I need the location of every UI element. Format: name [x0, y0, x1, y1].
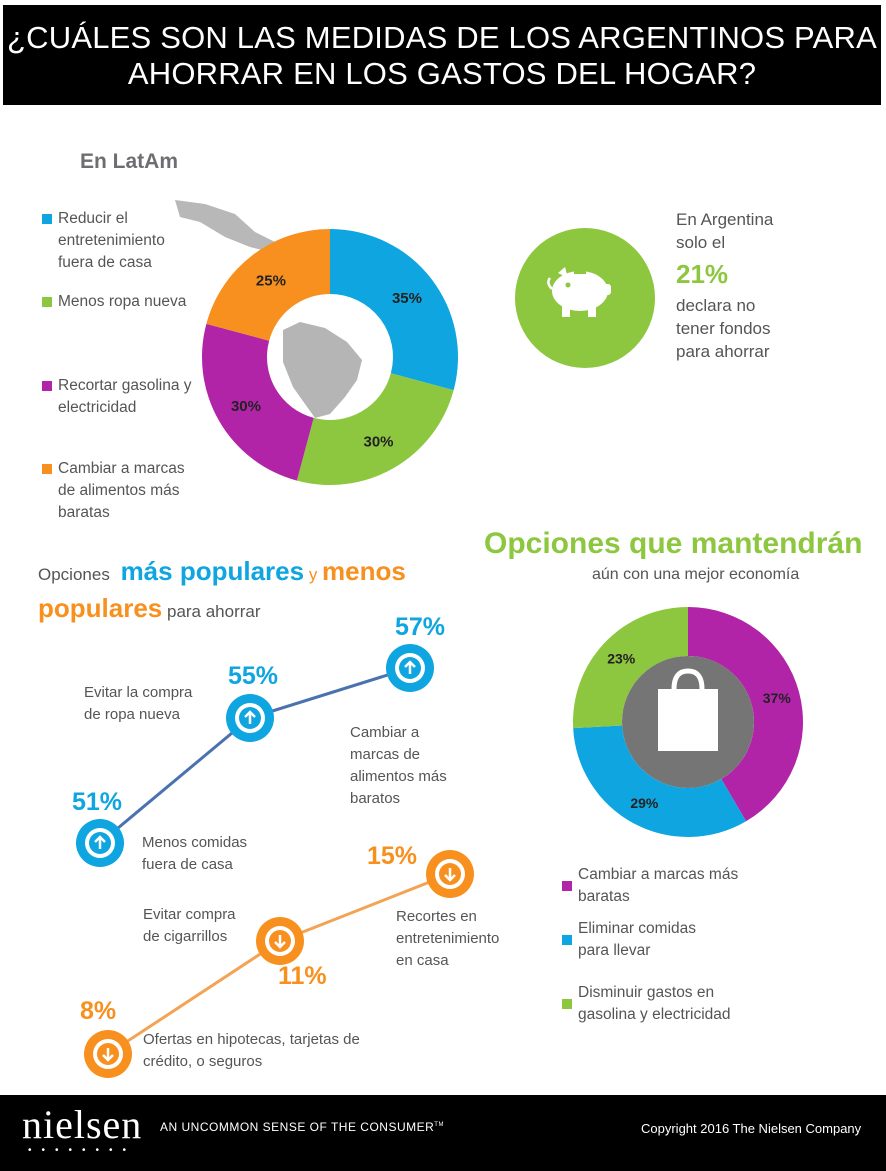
arrow-up-icon — [76, 819, 124, 867]
point-label-1-1: Menos comidas fuera de casa — [142, 834, 248, 873]
argentina-line-1: En Argentina — [676, 210, 774, 229]
shopping-bag-icon — [658, 668, 718, 751]
slice-label-2: 30% — [363, 433, 393, 450]
argentina-text: En Argentina solo el 21% declara no tene… — [676, 208, 773, 363]
point-value-1-1: 51% — [72, 788, 123, 816]
legend-label-2: Menos ropa nueva — [58, 293, 187, 310]
popular-word-y: y — [308, 565, 318, 584]
legend-label-2: Eliminar comidas para llevar — [578, 920, 697, 959]
slice-label-3: 30% — [231, 398, 261, 415]
popular-word-orange-2: populares — [38, 593, 163, 623]
donut-slice-2 — [573, 725, 747, 837]
slice-label-2: 29% — [630, 795, 659, 811]
legend-label-3: Disminuir gastos en gasolina y electricid… — [578, 984, 731, 1023]
popular-heading-2: populares para ahorrar — [38, 593, 261, 624]
slice-label-3: 23% — [607, 651, 636, 667]
popular-word-blue: más populares — [120, 556, 305, 586]
donut-slice-3 — [202, 323, 314, 481]
point-label-2-2: Evitar compra de cigarrillos — [143, 906, 236, 945]
legend-label-1: Cambiar a marcas más baratas — [578, 866, 739, 905]
popular-word-last: para ahorrar — [166, 602, 261, 621]
latam-donut-chart: 35% 30% 30% 25% — [175, 200, 458, 485]
donut-slice-1 — [688, 607, 803, 822]
legend-swatch-3 — [42, 381, 52, 391]
legend-swatch-3 — [562, 999, 572, 1009]
legend-label-4: Cambiar a marcas de alimentos más baratas — [58, 460, 185, 521]
arrow-down-icon — [84, 1030, 132, 1078]
slice-label-4: 25% — [256, 272, 286, 289]
popular-heading: Opciones más populares y menos — [38, 556, 406, 587]
popularity-line-chart — [76, 644, 474, 1078]
donut-slice-3 — [573, 607, 688, 729]
point-value-1-3: 57% — [395, 613, 446, 641]
title-line-2: AHORRAR EN LOS GASTOS DEL HOGAR? — [127, 56, 757, 91]
arrow-down-icon — [256, 917, 304, 965]
donut-slice-2 — [296, 373, 454, 485]
point-value-1-2: 55% — [228, 662, 279, 690]
latam-heading: En LatAm — [80, 150, 179, 173]
slice-label-1: 37% — [763, 690, 792, 706]
point-value-2-2: 11% — [278, 962, 327, 990]
argentina-line-5: para ahorrar — [676, 342, 770, 361]
legend-swatch-4 — [42, 464, 52, 474]
options-subtitle: aún con una mejor economía — [592, 566, 800, 583]
slice-label-1: 35% — [392, 290, 422, 307]
arrow-down-icon — [426, 850, 474, 898]
point-label-1-3: Cambiar a marcas de alimentos más baratos — [350, 724, 447, 807]
legend-swatch-2 — [562, 935, 572, 945]
title-banner: ¿CUÁLES SON LAS MEDIDAS DE LOS ARGENTINO… — [3, 5, 881, 105]
arrow-up-icon — [226, 694, 274, 742]
point-label-1-2: Evitar la compra de ropa nueva — [84, 684, 193, 723]
options-title: Opciones que mantendrán — [484, 527, 863, 560]
popular-word-1: Opciones — [38, 565, 110, 584]
footer: nielsen •••••••• AN UNCOMMON SENSE OF TH… — [0, 1095, 886, 1171]
piggy-bank-icon — [547, 267, 611, 317]
argentina-line-2: solo el — [676, 233, 726, 252]
point-value-2-3: 15% — [367, 842, 418, 870]
nielsen-logo: nielsen — [22, 1102, 143, 1147]
legend-swatch-1 — [562, 881, 572, 891]
argentina-line-4: tener fondos — [676, 319, 771, 338]
argentina-line-3: declara no — [676, 296, 756, 315]
legend-label-1: Reducir el entretenimiento fuera de casa — [58, 210, 165, 271]
donut-slice-1 — [330, 229, 458, 391]
arrow-up-icon — [386, 644, 434, 692]
legend-label-3: Recortar gasolina y electricidad — [58, 377, 192, 416]
options-donut-chart: 37% 29% 23% — [573, 607, 803, 837]
copyright: Copyright 2016 The Nielsen Company — [641, 1121, 862, 1136]
tagline-text: AN UNCOMMON SENSE OF THE CONSUMER — [160, 1120, 435, 1134]
popular-word-orange: menos — [322, 556, 406, 586]
legend-swatch-1 — [42, 214, 52, 224]
donut-slice-4 — [206, 229, 330, 341]
piggy-circle — [515, 228, 655, 368]
point-label-2-3: Recortes en entretenimiento en casa — [396, 908, 500, 969]
point-label-2-1: Ofertas en hipotecas, tarjetas de crédito… — [143, 1031, 360, 1070]
argentina-pct: 21% — [676, 259, 729, 289]
legend-swatch-2 — [42, 297, 52, 307]
logo-dots: •••••••• — [28, 1145, 137, 1156]
tagline-tm: TM — [434, 1122, 444, 1128]
title-line-1: ¿CUÁLES SON LAS MEDIDAS DE LOS ARGENTINO… — [7, 20, 877, 55]
tagline: AN UNCOMMON SENSE OF THE CONSUMERTM — [160, 1120, 444, 1134]
point-value-2-1: 8% — [80, 997, 117, 1025]
latam-map-center — [283, 322, 362, 418]
